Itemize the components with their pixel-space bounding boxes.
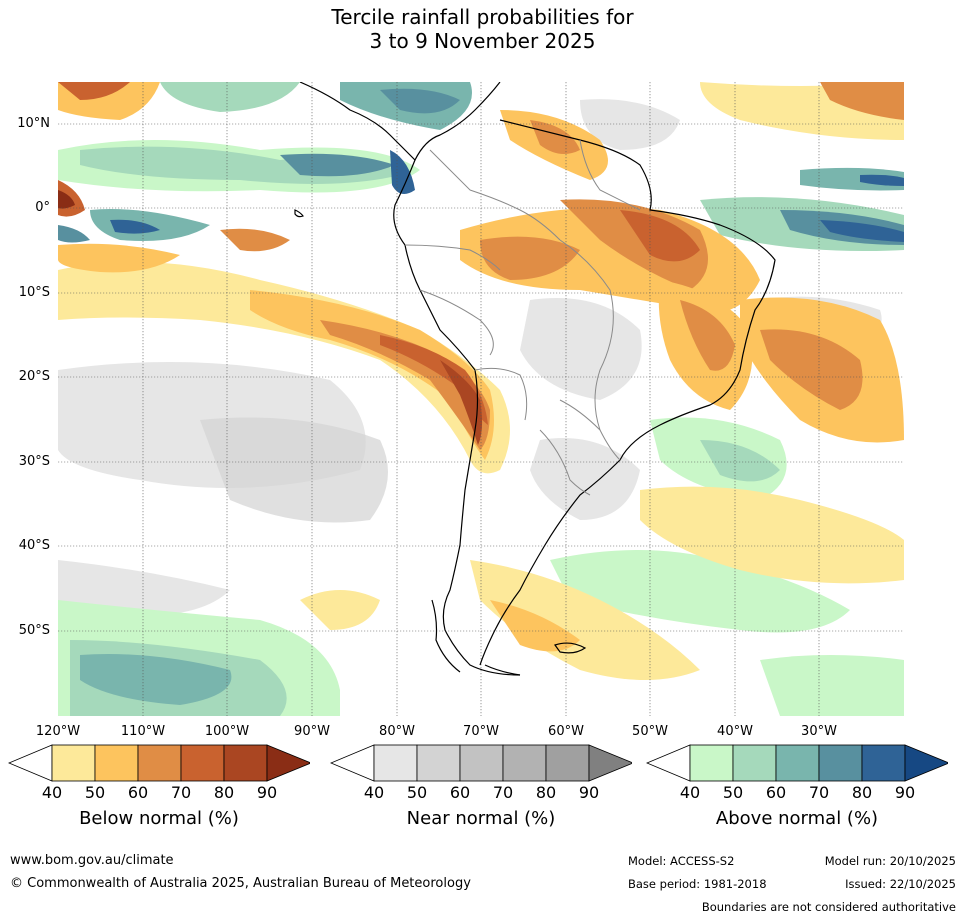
colorbar-near-normal — [330, 744, 632, 782]
footer-copyright: © Commonwealth of Australia 2025, Austra… — [10, 876, 471, 891]
above-tick-60: 60 — [765, 783, 787, 802]
lat-label-0: 0° — [35, 200, 50, 215]
below_normal-swatch-1 — [94, 744, 139, 782]
colorbar-title-near: Near normal (%) — [406, 808, 556, 829]
near_normal-swatch-1 — [416, 744, 461, 782]
colorbar-title-above: Above normal (%) — [715, 808, 879, 829]
above-tick-40: 40 — [679, 783, 701, 802]
lon-label-60w: 60°W — [548, 724, 584, 739]
above_normal-under-arrow — [646, 744, 691, 782]
above_normal-swatch-0 — [689, 744, 734, 782]
below_normal-swatch-2 — [137, 744, 182, 782]
near-tick-80: 80 — [535, 783, 557, 802]
above_normal-over-arrow — [904, 744, 948, 782]
colorbar-below-normal — [8, 744, 310, 782]
probability-field — [58, 82, 904, 716]
above_normal-swatch-3 — [818, 744, 863, 782]
near_normal-swatch-2 — [459, 744, 504, 782]
near_normal-swatch-3 — [502, 744, 547, 782]
map-title-line2: 3 to 9 November 2025 — [369, 29, 596, 53]
below-tick-80: 80 — [213, 783, 235, 802]
footer-website: www.bom.gov.au/climate — [10, 853, 174, 868]
near_normal-over-arrow — [588, 744, 632, 782]
below-tick-50: 50 — [84, 783, 106, 802]
below_normal-over-arrow — [266, 744, 310, 782]
below_normal-under-arrow — [8, 744, 53, 782]
near_normal-swatch-0 — [373, 744, 418, 782]
lon-label-50w: 50°W — [632, 724, 668, 739]
country-boundaries — [404, 139, 641, 496]
lat-label-30s: 30°S — [18, 454, 50, 469]
footer-model: Model: ACCESS-S2 — [628, 854, 735, 868]
below-tick-40: 40 — [41, 783, 63, 802]
below-tick-60: 60 — [127, 783, 149, 802]
lon-label-90w: 90°W — [294, 724, 330, 739]
near-tick-40: 40 — [363, 783, 385, 802]
above_normal-swatch-1 — [732, 744, 777, 782]
below_normal-swatch-3 — [180, 744, 225, 782]
near_normal-under-arrow — [330, 744, 375, 782]
above-tick-80: 80 — [851, 783, 873, 802]
below-tick-70: 70 — [170, 783, 192, 802]
lon-label-100w: 100°W — [204, 724, 250, 739]
above_normal-swatch-2 — [775, 744, 820, 782]
lat-label-20s: 20°S — [18, 369, 50, 384]
near-tick-60: 60 — [449, 783, 471, 802]
below-tick-90: 90 — [256, 783, 278, 802]
below_normal-swatch-4 — [223, 744, 268, 782]
near-tick-90: 90 — [578, 783, 600, 802]
footer-model-run: Model run: 20/10/2025 — [824, 854, 956, 868]
lon-label-120w: 120°W — [35, 724, 81, 739]
footer-base-period: Base period: 1981-2018 — [628, 877, 767, 891]
lat-label-50s: 50°S — [18, 623, 50, 638]
near-tick-50: 50 — [406, 783, 428, 802]
above-tick-70: 70 — [808, 783, 830, 802]
lon-label-80w: 80°W — [379, 724, 415, 739]
lat-label-10s: 10°S — [18, 285, 50, 300]
above-tick-90: 90 — [894, 783, 916, 802]
lat-label-40s: 40°S — [18, 538, 50, 553]
map-title-line1: Tercile rainfall probabilities for — [331, 5, 634, 29]
above-tick-50: 50 — [722, 783, 744, 802]
colorbar-above-normal — [646, 744, 948, 782]
graticule — [58, 82, 904, 716]
near_normal-swatch-4 — [545, 744, 590, 782]
lon-label-70w: 70°W — [463, 724, 499, 739]
lon-label-30w: 30°W — [801, 724, 837, 739]
lat-label-10n: 10°N — [17, 116, 50, 131]
lon-label-40w: 40°W — [717, 724, 753, 739]
lon-label-110w: 110°W — [120, 724, 166, 739]
colorbar-title-below: Below normal (%) — [79, 808, 239, 829]
footer-issued: Issued: 22/10/2025 — [845, 877, 956, 891]
below_normal-swatch-0 — [51, 744, 96, 782]
near-tick-70: 70 — [492, 783, 514, 802]
footer-disclaimer: Boundaries are not considered authoritat… — [701, 900, 956, 914]
above_normal-swatch-4 — [861, 744, 906, 782]
